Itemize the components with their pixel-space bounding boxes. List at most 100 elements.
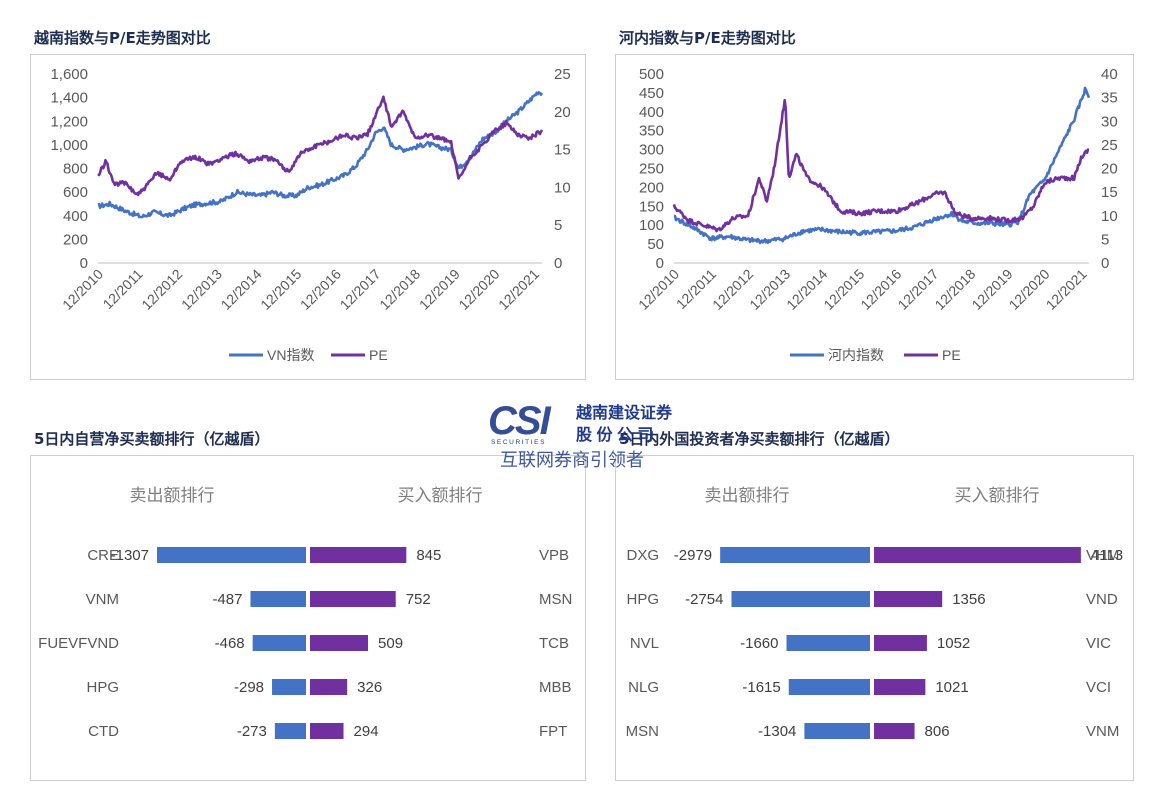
right-axis-tick-label: 30: [1101, 113, 1118, 130]
vn-line-chart: 0 200 400 600 800 1,000 1,200 1,400 1,600 0 5 10 15 2…: [50, 66, 571, 363]
sell-value-label: -1615: [742, 679, 780, 696]
left-axis-tick-label: 1,400: [50, 90, 88, 107]
foreign-trade-panel: 卖出额排行 买入额排行 -2979 DXG -2754 HPG -1660 NVL -1615 N…: [615, 455, 1134, 781]
right-axis-tick-label: 25: [554, 66, 571, 83]
buy-value-label: 845: [416, 547, 441, 564]
sell-stock-name: CRE: [87, 547, 119, 564]
sell-value-label: -298: [234, 679, 264, 696]
sell-stock-name: MSN: [626, 723, 659, 740]
x-axis-tick-label: 12/2014: [218, 266, 265, 313]
hn-chart-panel: 0 50 100 150 200 250 300 350 400 450 500 0 5 10 15 20 25…: [615, 54, 1134, 380]
csi-company-line1: 越南建设证券: [575, 403, 673, 422]
buy-stock-name: FPT: [539, 723, 567, 740]
left-axis-tick-label: 0: [80, 255, 88, 272]
buy-bar: [310, 679, 348, 695]
right-axis-tick-label: 35: [1101, 90, 1118, 107]
buy-value-label: 1356: [952, 591, 985, 608]
buy-header: 买入额排行: [955, 486, 1040, 505]
buy-value-label: 1021: [935, 679, 968, 696]
x-axis-tick-label: 12/2010: [635, 266, 682, 313]
buy-value-label: 1052: [937, 635, 970, 652]
x-axis-tick-label: 12/2012: [138, 266, 185, 313]
left-axis-tick-label: 400: [639, 104, 664, 121]
buy-stock-name: VHM: [1086, 547, 1119, 564]
right-axis-tick-label: 20: [1101, 161, 1118, 178]
sell-value-label: -1660: [740, 635, 778, 652]
buy-stock-name: VND: [1086, 591, 1118, 608]
buy-stock-name: VIC: [1086, 635, 1111, 652]
sell-stock-name: VNM: [86, 591, 119, 608]
sell-bar: [720, 547, 870, 563]
right-axis-tick-label: 5: [554, 217, 562, 234]
legend-label-index: VN指数: [267, 347, 314, 363]
left-axis-tick-label: 1,600: [50, 66, 88, 83]
sell-value-label: -2754: [685, 591, 723, 608]
buy-stock-name: VCI: [1086, 679, 1111, 696]
legend-label-pe: PE: [369, 347, 388, 363]
foreign-trade-bar-chart: 卖出额排行 买入额排行 -2979 DXG -2754 HPG -1660 NVL -1615 N…: [626, 486, 1123, 740]
left-axis-tick-label: 300: [639, 142, 664, 159]
vn-chart-panel: 0 200 400 600 800 1,000 1,200 1,400 1,600 0 5 10 15 2…: [30, 54, 586, 380]
x-axis-tick-label: 12/2018: [376, 266, 423, 313]
sell-bar: [788, 679, 870, 695]
x-axis-tick-label: 12/2019: [416, 266, 463, 313]
left-axis-tick-label: 0: [656, 255, 664, 272]
self-trade-title: 5日内自营净买卖额排行（亿越盾）: [34, 430, 270, 448]
csi-logo: CSI SECURITIES 越南建设证券 股 份 公 司 互联网券商引领者: [488, 399, 673, 470]
left-axis-tick-label: 400: [63, 208, 88, 225]
left-axis-tick-label: 450: [639, 85, 664, 102]
right-axis-tick-label: 15: [554, 142, 571, 159]
buy-value-label: 509: [378, 635, 403, 652]
buy-bar: [310, 591, 396, 607]
csi-watermark: CSI SECURITIES 越南建设证券 股 份 公 司 互联网券商引领者: [488, 399, 718, 476]
legend-label-pe: PE: [942, 347, 961, 363]
left-axis-tick-label: 200: [639, 179, 664, 196]
sell-value-label: -1307: [111, 547, 149, 564]
foreign-trade-title: 5日内外国投资者净买卖额排行（亿越盾）: [619, 430, 900, 448]
x-axis-tick-label: 12/2010: [59, 266, 106, 313]
buy-stock-name: MSN: [539, 591, 572, 608]
x-axis-tick-label: 12/2017: [337, 266, 384, 313]
csi-logo-text: CSI: [488, 400, 552, 443]
sell-bar: [804, 723, 870, 739]
sell-bar: [157, 547, 306, 563]
buy-bar: [310, 723, 344, 739]
buy-value-label: 4113: [1091, 547, 1123, 564]
left-axis-tick-label: 500: [639, 66, 664, 83]
right-axis-tick-label: 20: [554, 104, 571, 121]
series-line-pe: [97, 95, 544, 197]
right-axis-tick-label: 5: [1101, 231, 1109, 248]
sell-bar: [272, 679, 306, 695]
series-line-pe: [672, 98, 1090, 233]
buy-bar: [874, 635, 927, 651]
right-axis-tick-label: 0: [1101, 255, 1109, 272]
sell-bar: [731, 591, 870, 607]
left-axis-tick-label: 100: [639, 217, 664, 234]
sell-bar: [250, 591, 306, 607]
right-axis-tick-label: 40: [1101, 66, 1118, 83]
x-axis-tick-label: 12/2021: [495, 266, 542, 313]
left-axis-tick-label: 200: [63, 231, 88, 248]
hn-chart-title: 河内指数与P/E走势图对比: [619, 29, 796, 47]
left-axis-tick-label: 250: [639, 161, 664, 178]
buy-stock-name: MBB: [539, 679, 572, 696]
legend-label-index: 河内指数: [828, 347, 884, 363]
vn-chart-title: 越南指数与P/E走势图对比: [34, 29, 211, 47]
sell-stock-name: NLG: [628, 679, 659, 696]
buy-bar: [874, 723, 915, 739]
sell-value-label: -2979: [674, 547, 712, 564]
sell-stock-name: FUEVFVND: [38, 635, 119, 652]
sell-value-label: -1304: [758, 723, 796, 740]
sell-bar: [252, 635, 306, 651]
left-axis-tick-label: 600: [63, 184, 88, 201]
right-axis-tick-label: 15: [1101, 184, 1118, 201]
buy-stock-name: VPB: [539, 547, 569, 564]
x-axis-tick-label: 12/2015: [257, 266, 304, 313]
x-axis-tick-label: 12/2021: [1043, 266, 1090, 313]
sell-value-label: -487: [212, 591, 242, 608]
buy-stock-name: VNM: [1086, 723, 1119, 740]
sell-value-label: -273: [237, 723, 267, 740]
sell-stock-name: HPG: [86, 679, 119, 696]
right-axis-tick-label: 10: [554, 179, 571, 196]
